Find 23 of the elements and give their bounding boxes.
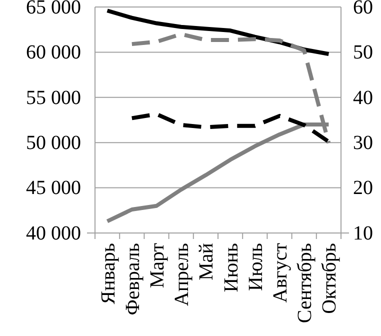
- x-tick-label: Июль: [244, 243, 267, 291]
- y2-tick-label: 60: [353, 0, 373, 18]
- x-tick-label: Июнь: [220, 243, 242, 292]
- x-tick-label: Август: [270, 242, 292, 303]
- y-tick-label: 50 000: [26, 132, 81, 154]
- x-tick-label: Май: [196, 242, 218, 280]
- y-tick-label: 55 000: [26, 86, 81, 109]
- y-tick-label: 45 000: [26, 177, 81, 200]
- x-tick-label: Апрель: [171, 243, 194, 306]
- y2-tick-label: 40: [353, 86, 373, 109]
- x-tick-label: Март: [146, 242, 168, 288]
- y-tick-label: 65 000: [26, 0, 81, 18]
- line-series: [130, 112, 331, 144]
- x-tick-label: Январь: [97, 243, 120, 304]
- x-tick-label: Сентябрь: [294, 243, 316, 324]
- y-tick-label: 60 000: [26, 42, 81, 64]
- y2-tick-label: 10: [353, 222, 373, 244]
- y-tick-label: 40 000: [26, 222, 81, 244]
- y2-tick-label: 20: [353, 177, 373, 200]
- x-tick-label: Октябрь: [318, 243, 341, 314]
- y2-tick-label: 30: [353, 132, 373, 154]
- x-tick-label: Февраль: [122, 243, 144, 316]
- y2-tick-label: 50: [353, 42, 373, 64]
